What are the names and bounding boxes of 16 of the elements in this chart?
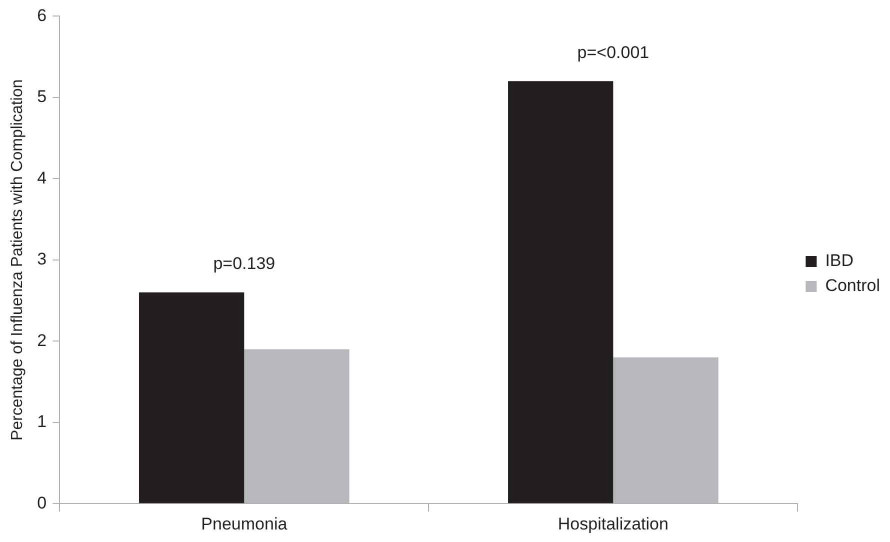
y-axis-title: Percentage of Influenza Patients with Complication xyxy=(9,79,26,440)
y-tick-label: 0 xyxy=(37,493,47,512)
legend-label: Control xyxy=(825,276,880,296)
y-tick-label: 6 xyxy=(37,6,47,25)
bar xyxy=(508,81,614,504)
annotation: p=0.139 xyxy=(213,254,276,274)
y-tick-label: 5 xyxy=(37,87,47,106)
x-tick-label: Pneumonia xyxy=(201,514,288,534)
y-tick-label: 1 xyxy=(37,412,47,432)
y-tick-label: 3 xyxy=(37,250,47,269)
legend-label: IBD xyxy=(825,251,854,270)
y-tick-label: 2 xyxy=(37,330,47,350)
y-tick-label: 4 xyxy=(37,168,47,188)
annotation: p=<0.001 xyxy=(577,42,650,62)
x-tick-label: Hospitalization xyxy=(558,514,668,534)
bar xyxy=(138,292,244,504)
